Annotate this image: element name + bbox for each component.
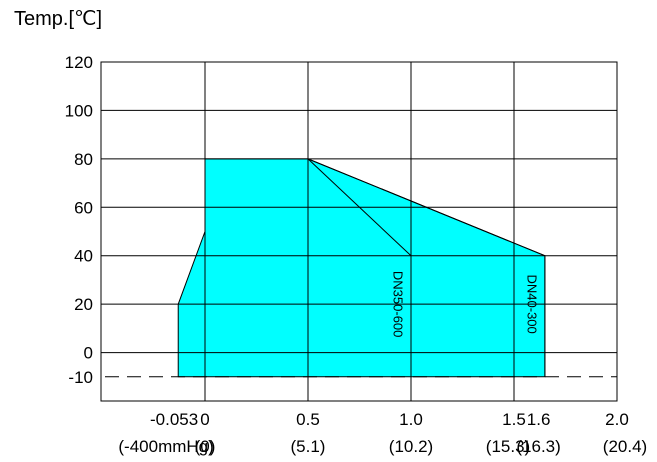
x-tick-label: -0.053 [150, 410, 198, 429]
y-tick-label: 40 [74, 247, 93, 266]
y-tick-label: 100 [65, 101, 93, 120]
y-tick-label: 120 [65, 53, 93, 72]
x-tick-sublabel: (5.1) [291, 437, 326, 456]
series-label: DN350-600 [391, 271, 406, 338]
x-tick-sublabel: (0) [195, 437, 216, 456]
series-line-1 [307, 158, 412, 377]
series-label: DN40-300 [524, 275, 539, 334]
x-tick-sublabel: (20.4) [603, 437, 647, 456]
y-tick-label: 80 [74, 150, 93, 169]
x-tick-sublabel: (15.3) [486, 437, 530, 456]
x-tick-sublabel: (10.2) [389, 437, 433, 456]
x-tick-label: 2.0 [605, 410, 629, 429]
x-tick-label: 0 [200, 410, 209, 429]
y-axis-label: Temp.[℃] [14, 8, 103, 30]
y-tick-label: 60 [74, 198, 93, 217]
x-tick-sublabel: (-400mmHg) [118, 437, 213, 456]
x-tick-label: 0.5 [296, 410, 320, 429]
series-line-2 [307, 158, 546, 377]
operating-region [177, 158, 546, 378]
y-tick-label: 20 [74, 295, 93, 314]
x-tick-label: 1.5 [502, 410, 526, 429]
y-tick-label: -10 [68, 368, 93, 387]
y-tick-label: 0 [84, 344, 93, 363]
x-tick-label: 1.0 [399, 410, 423, 429]
x-tick-label: 1.6 [527, 410, 551, 429]
x-tick-sublabel: (16.3) [516, 437, 560, 456]
plot-frame [100, 61, 618, 402]
